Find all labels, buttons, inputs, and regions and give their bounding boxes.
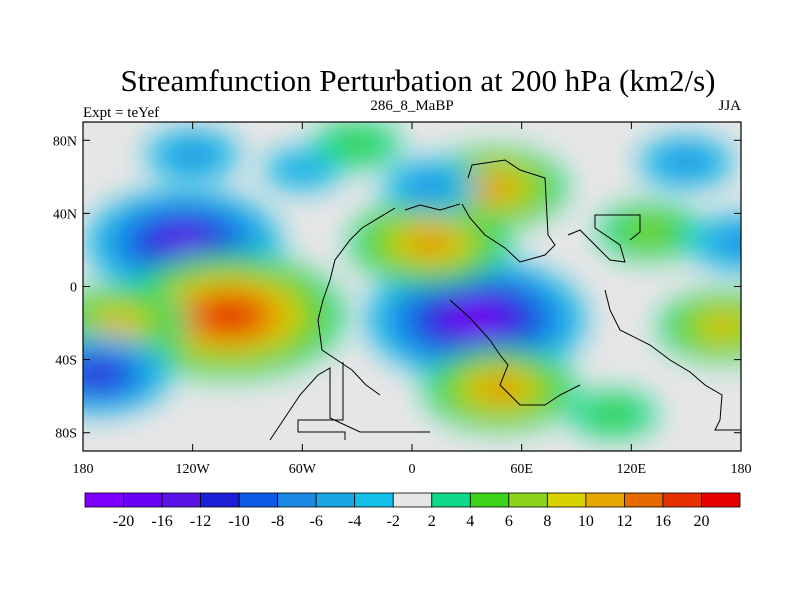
colorbar-box-3 (200, 492, 240, 508)
x-tick-label-1: 120W (176, 462, 211, 477)
colorbar-label-5: -6 (310, 513, 323, 530)
colorbar-box-15 (662, 492, 702, 508)
colorbar-label-12: 10 (578, 513, 594, 530)
colorbar-label-2: -12 (190, 513, 211, 530)
field-feature-3-level-7 (462, 311, 490, 327)
coastline-asia (567, 214, 641, 263)
coastlines (269, 159, 741, 441)
coastline-north-america (317, 207, 396, 396)
field-feature-14-level-2 (723, 233, 741, 252)
x-tick-label-6: 180 (731, 462, 752, 477)
field-feature-16-level-1 (591, 402, 635, 427)
colorbar-label-8: 2 (428, 513, 436, 530)
coastline-mediterranean (404, 203, 461, 211)
axis-ticks: 180 120W 60W 0 60E 120E 180 80N 40N 0 40S 80S (53, 122, 752, 477)
field-feature-0-level-6 (169, 235, 198, 251)
colorbar-label-13: 12 (616, 513, 632, 530)
coastline-europe-africa (461, 159, 556, 263)
y-tick-label-4: 80S (55, 427, 77, 442)
colorbar-label-11: 8 (543, 513, 551, 530)
x-tick-label-2: 60W (289, 462, 317, 477)
colorbar-label-4: -8 (271, 513, 284, 530)
field-feature-1-level-7 (214, 307, 244, 324)
y-tick-label-2: 0 (70, 281, 77, 296)
center-string: 286_8_MaBP (370, 98, 453, 114)
field-feature-2-level-4 (105, 315, 134, 331)
coastline-australia (604, 289, 741, 431)
x-tick-label-4: 60E (510, 462, 533, 477)
coastline-antarctic (269, 367, 430, 441)
colorbar-box-13 (585, 492, 625, 508)
colorbar-box-12 (546, 492, 587, 508)
plot-area (83, 122, 741, 451)
x-tick-label-3: 0 (409, 462, 416, 477)
colorbar-box-10 (469, 492, 510, 508)
coastline-south-america (297, 362, 346, 440)
right-string: JJA (718, 98, 741, 114)
field-feature-15-level-1 (335, 132, 379, 156)
colorbar-box-9 (431, 492, 471, 508)
y-tick-label-0: 80N (53, 134, 77, 149)
x-tick-label-0: 180 (73, 462, 94, 477)
left-string: Expt = teYef (83, 105, 159, 121)
y-tick-label-1: 40N (53, 207, 77, 222)
field-feature-4-level-5 (416, 235, 444, 250)
coastline-africa-south (449, 299, 581, 406)
field-feature-7-level-2 (414, 177, 447, 195)
field-feature-8-level-5 (85, 367, 110, 381)
colorbar-box-1 (123, 492, 163, 508)
y-tick-label-3: 40S (55, 354, 77, 369)
colorbar-box-4 (238, 492, 279, 508)
field-blobs (83, 122, 741, 438)
colorbar-label-14: 16 (655, 513, 671, 530)
colorbar-box-14 (624, 492, 664, 508)
colorbar-box-16 (701, 492, 741, 508)
colorbar-box-5 (277, 492, 317, 508)
field-feature-9-level-4 (709, 319, 736, 334)
field-feature-11-level-2 (670, 153, 702, 171)
colorbar-box-11 (508, 492, 548, 508)
colorbar-label-7: -2 (387, 513, 400, 530)
x-tick-label-5: 120E (617, 462, 647, 477)
colorbar-box-0 (84, 492, 124, 508)
field-feature-12-level-2 (176, 146, 209, 164)
field-feature-6-level-5 (486, 381, 513, 396)
field-feature-10-level-2 (632, 222, 667, 242)
field-feature-13-level-1 (282, 158, 322, 181)
colorbar-label-3: -10 (228, 513, 249, 530)
colorbar-box-6 (315, 492, 356, 508)
colorbar-label-1: -16 (151, 513, 172, 530)
colorbar-label-15: 20 (693, 513, 709, 530)
chart-title: Streamfunction Perturbation at 200 hPa (… (121, 63, 716, 98)
colorbar-box-2 (161, 492, 201, 508)
field-feature-5-level-5 (482, 181, 507, 195)
colorbar-label-9: 4 (466, 513, 474, 530)
colorbar: -20 -16 -12 -10 -8 -6 -4 -2 2 4 6 8 10 12 16 20 (84, 492, 741, 530)
colorbar-label-6: -4 (348, 513, 361, 530)
colorbar-label-0: -20 (113, 513, 134, 530)
colorbar-box-7 (354, 492, 394, 508)
colorbar-box-8 (392, 492, 433, 508)
colorbar-label-10: 6 (505, 513, 513, 530)
